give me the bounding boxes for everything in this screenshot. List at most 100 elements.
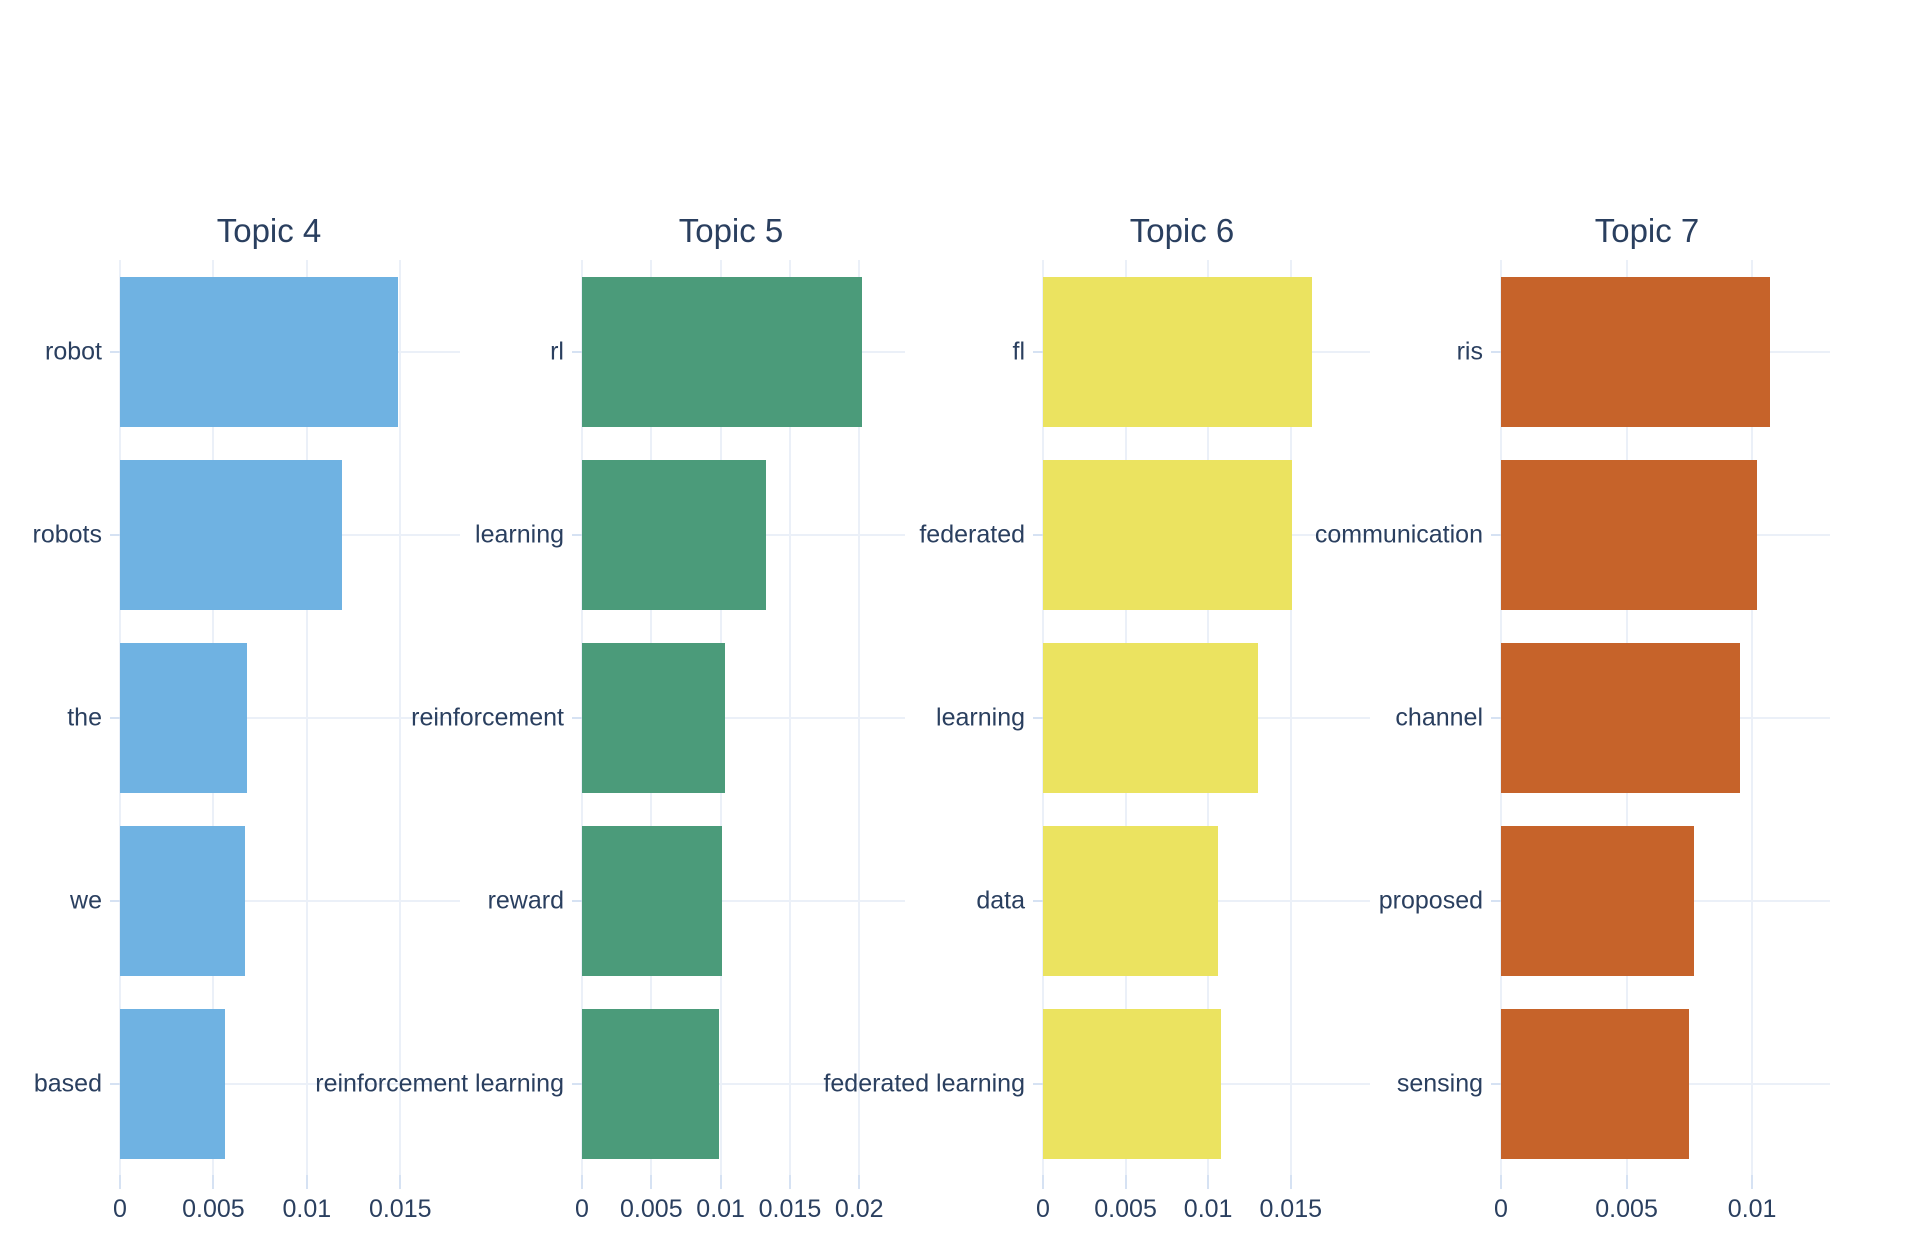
y-tick-mark	[1491, 899, 1501, 902]
x-tick-label: 0.015	[368, 1195, 432, 1223]
x-tick-mark	[650, 1175, 653, 1189]
bar-rl[interactable]	[582, 276, 863, 427]
bar-federated-learning[interactable]	[1043, 1008, 1222, 1159]
y-gridline	[582, 899, 905, 902]
x-tick-mark	[788, 1175, 791, 1189]
y-axis-label: learning	[475, 520, 564, 548]
y-tick-mark	[1033, 1082, 1043, 1085]
x-tick-mark	[305, 1175, 308, 1189]
x-tick-label: 0	[575, 1195, 589, 1223]
bar-proposed[interactable]	[1501, 825, 1695, 976]
x-tick-mark	[581, 1175, 583, 1189]
x-tick-label: 0.01	[1183, 1195, 1233, 1223]
y-tick-mark	[1491, 533, 1501, 536]
x-tick-mark	[1500, 1175, 1502, 1189]
bar-robot[interactable]	[120, 276, 399, 427]
y-axis-label: sensing	[1396, 1069, 1483, 1097]
y-gridline	[582, 716, 905, 719]
bar-robots[interactable]	[120, 459, 343, 610]
bar-federated[interactable]	[1043, 459, 1293, 610]
y-axis-label: federated	[919, 520, 1025, 548]
x-tick-label: 0.01	[696, 1195, 745, 1223]
bar-fl[interactable]	[1043, 276, 1313, 427]
y-axis-label: reinforcement learning	[315, 1069, 564, 1097]
y-tick-mark	[1491, 350, 1501, 353]
x-tick-label: 0.02	[834, 1195, 884, 1223]
x-tick-mark	[399, 1175, 402, 1189]
bar-sensing[interactable]	[1501, 1008, 1690, 1159]
y-tick-mark	[110, 350, 120, 353]
x-tick-label: 0.005	[1094, 1195, 1157, 1223]
bar-reinforcement-learning[interactable]	[582, 1008, 720, 1159]
y-tick-mark	[110, 1082, 120, 1085]
panel-title: Topic 7	[1594, 212, 1700, 249]
y-axis-label: reinforcement	[411, 703, 564, 731]
x-tick-mark	[212, 1175, 215, 1189]
y-tick-mark	[1033, 533, 1043, 536]
y-axis-label: communication	[1314, 520, 1483, 548]
y-axis-label: based	[33, 1069, 102, 1097]
panel-title: Topic 5	[678, 212, 784, 249]
bar-ris[interactable]	[1501, 276, 1770, 427]
y-axis-label: ris	[1456, 337, 1483, 365]
x-tick-label: 0	[1494, 1195, 1508, 1223]
y-tick-mark	[572, 1082, 582, 1085]
y-tick-mark	[1491, 1082, 1501, 1085]
x-tick-label: 0.005	[182, 1195, 245, 1223]
plot-area-topic-5: 0 0.005 0.01 0.015 0.02 rl learning reinforceme…	[315, 260, 905, 1223]
y-axis-label: proposed	[1378, 886, 1483, 914]
y-gridline	[120, 716, 460, 719]
y-tick-mark	[1033, 899, 1043, 902]
bar-reward[interactable]	[582, 825, 722, 976]
x-tick-label: 0.005	[1595, 1195, 1658, 1223]
plot-area-topic-6: 0 0.005 0.01 0.015 fl federated learning data fe…	[823, 260, 1370, 1223]
y-axis-label: the	[67, 703, 102, 731]
bar-learning[interactable]	[582, 459, 767, 610]
y-axis-label: reward	[487, 886, 564, 914]
x-tick-label: 0.015	[758, 1195, 822, 1223]
x-tick-label: 0.01	[282, 1195, 332, 1223]
y-axis-label: federated learning	[823, 1069, 1025, 1097]
x-tick-mark	[1042, 1175, 1044, 1189]
y-axis-label: robots	[32, 520, 102, 548]
x-tick-mark	[1625, 1175, 1628, 1189]
y-tick-mark	[572, 350, 582, 353]
y-axis-label: fl	[1012, 337, 1026, 365]
x-tick-label: 0	[1036, 1195, 1050, 1223]
bar-data[interactable]	[1043, 825, 1219, 976]
y-tick-mark	[110, 533, 120, 536]
x-tick-mark	[119, 1175, 121, 1189]
y-tick-mark	[1033, 350, 1043, 353]
y-axis-label: rl	[550, 337, 564, 365]
bar-the[interactable]	[120, 642, 248, 793]
bar-we[interactable]	[120, 825, 246, 976]
y-gridline	[582, 1082, 905, 1085]
y-axis-label: learning	[936, 703, 1025, 731]
bar-communication[interactable]	[1501, 459, 1758, 610]
bar-reinforcement[interactable]	[582, 642, 725, 793]
y-gridline	[120, 1082, 460, 1085]
y-tick-mark	[1491, 716, 1501, 719]
y-axis-label: we	[70, 886, 102, 914]
plot-area-topic-4: 0 0.005 0.01 0.015 robot robots the we based	[33, 260, 460, 1223]
bar-channel[interactable]	[1501, 642, 1740, 793]
bar-based[interactable]	[120, 1008, 225, 1159]
y-tick-mark	[572, 899, 582, 902]
y-tick-mark	[110, 899, 120, 902]
y-tick-mark	[110, 716, 120, 719]
x-tick-mark	[1289, 1175, 1292, 1189]
x-tick-mark	[719, 1175, 722, 1189]
x-tick-label: 0.015	[1259, 1195, 1322, 1223]
x-tick-mark	[1207, 1175, 1210, 1189]
panel-title: Topic 4	[216, 212, 322, 249]
plot-area-topic-7: 0 0.005 0.01 ris communication channel propose…	[1315, 260, 1830, 1223]
y-tick-mark	[572, 533, 582, 536]
panel-title: Topic 6	[1129, 212, 1235, 249]
bar-learning[interactable]	[1043, 642, 1258, 793]
y-gridline	[120, 899, 460, 902]
y-axis-label: channel	[1395, 703, 1483, 731]
x-tick-mark	[1751, 1175, 1754, 1189]
x-tick-label: 0	[113, 1195, 127, 1223]
x-tick-label: 0.005	[620, 1195, 683, 1223]
